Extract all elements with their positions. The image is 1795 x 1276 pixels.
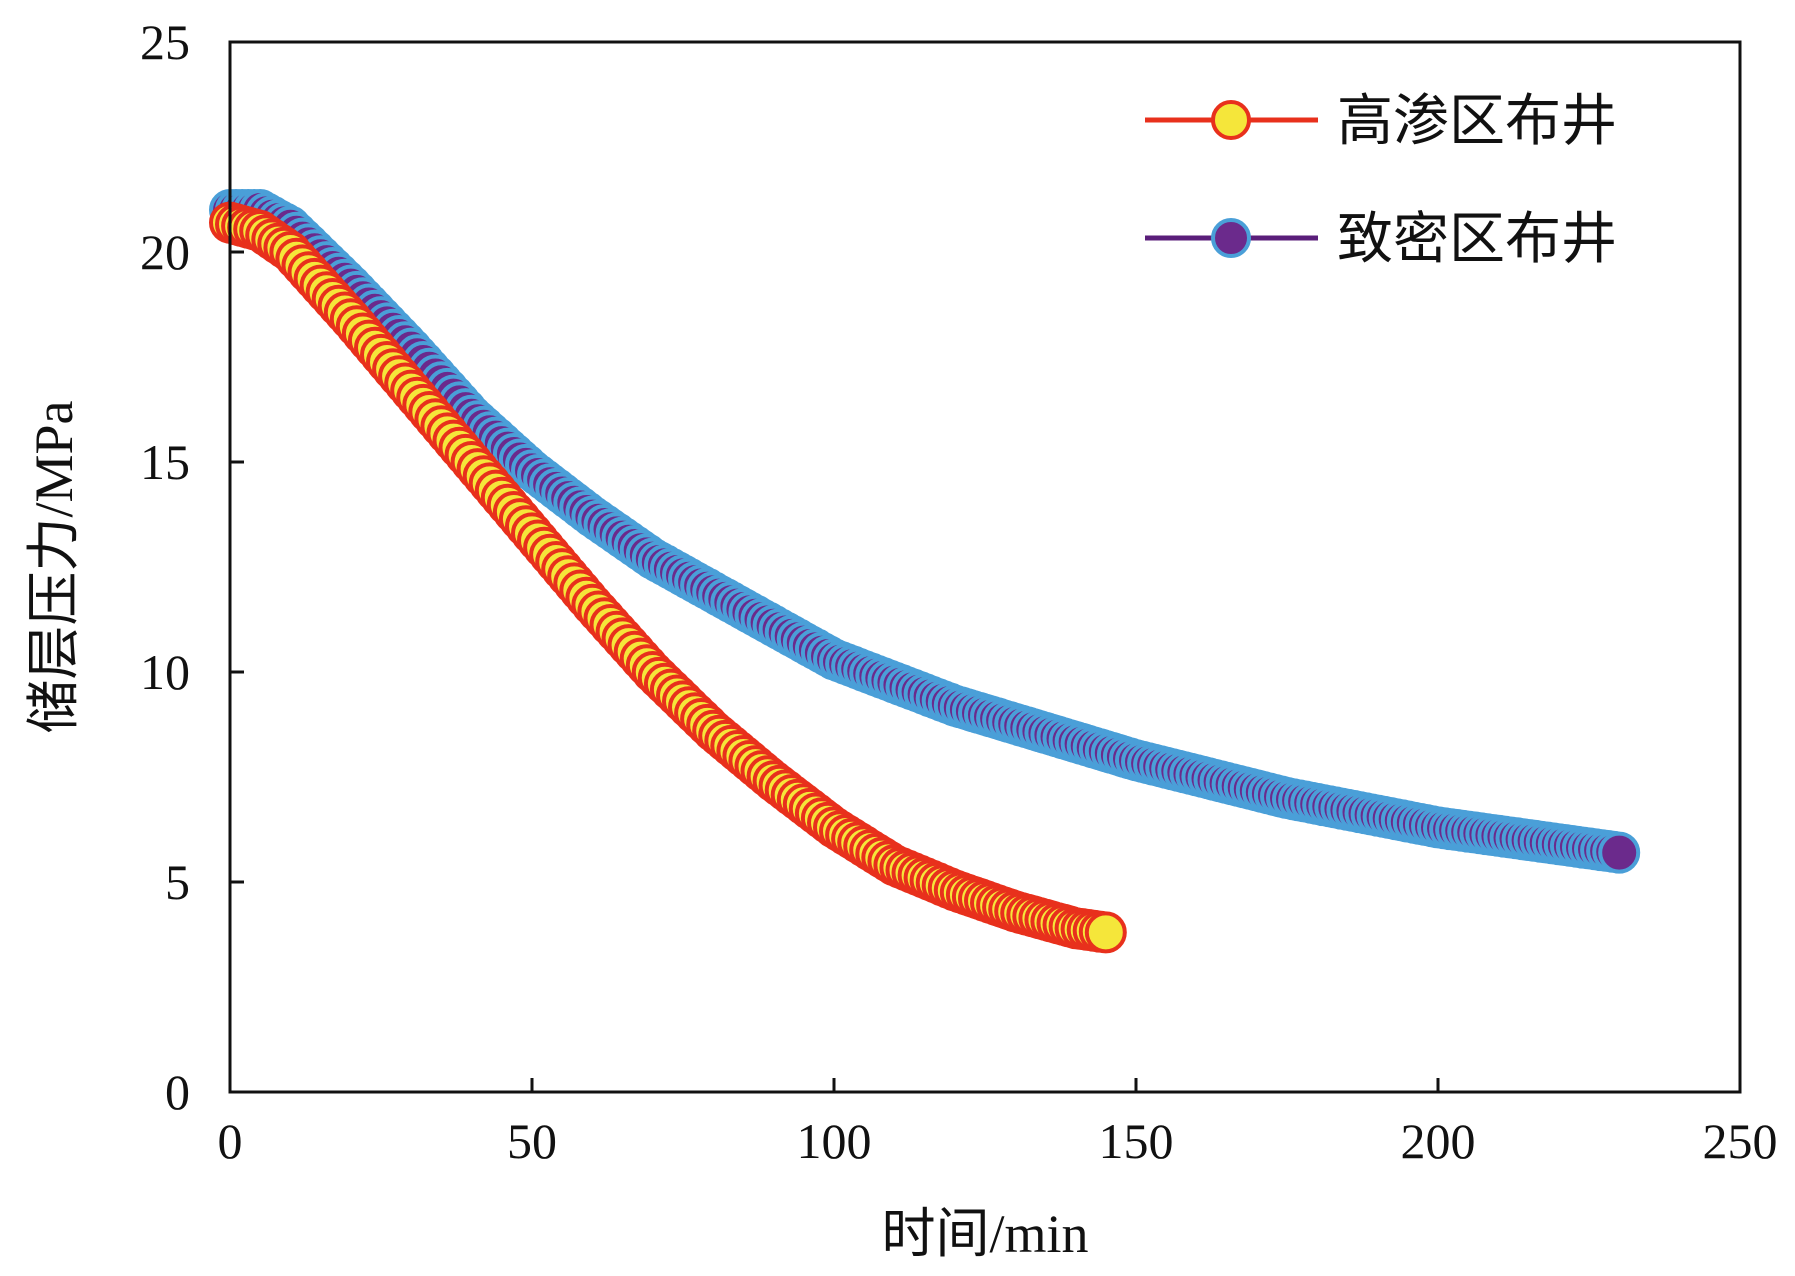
y-tick-label: 25: [140, 14, 190, 70]
x-axis-title: 时间/min: [881, 1204, 1088, 1264]
y-tick-label: 5: [165, 854, 190, 910]
data-point: [1084, 911, 1127, 954]
legend-marker: [1211, 218, 1251, 258]
x-tick-label: 100: [797, 1113, 872, 1169]
y-tick-label: 15: [140, 434, 190, 490]
y-tick-label: 0: [165, 1064, 190, 1120]
series-0: [209, 201, 1127, 954]
y-axis-title: 储层压力/MPa: [24, 400, 84, 733]
x-tick-label: 0: [218, 1113, 243, 1169]
series-line: [230, 208, 1620, 855]
data-point: [1598, 831, 1641, 874]
x-tick-label: 150: [1099, 1113, 1174, 1169]
y-tick-label: 20: [140, 224, 190, 280]
x-tick-label: 50: [507, 1113, 557, 1169]
axis-ticks: 0 50 100 150 200 250 0 5 10 15 20 25: [140, 14, 1778, 1169]
legend-item: 高渗区布井: [1145, 91, 1617, 153]
plot-frame: [228, 40, 1742, 1094]
y-tick-label: 10: [140, 644, 190, 700]
x-tick-label: 200: [1401, 1113, 1476, 1169]
x-tick-label: 250: [1703, 1113, 1778, 1169]
legend-marker: [1211, 100, 1251, 140]
plot-area: [209, 189, 1641, 954]
legend-label: 高渗区布井: [1337, 91, 1617, 153]
legend-label: 致密区布井: [1337, 209, 1617, 271]
series-1: [209, 189, 1641, 874]
legend-item: 致密区布井: [1145, 209, 1617, 271]
